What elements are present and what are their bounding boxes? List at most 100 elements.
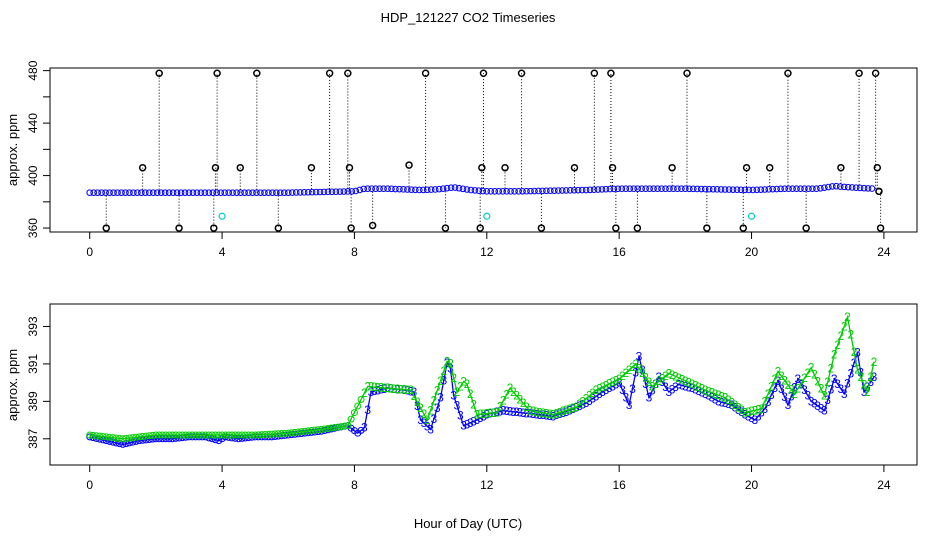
- series-point-2: [344, 422, 352, 430]
- series-label-2: 2: [424, 413, 431, 427]
- baseline-point: [825, 183, 832, 191]
- series-label-2: 2: [536, 405, 543, 419]
- baseline-point: [614, 185, 622, 193]
- baseline-point: [447, 184, 455, 192]
- series-label-2: 2: [444, 354, 451, 368]
- series-point-2: [258, 431, 266, 439]
- baseline-point: [654, 185, 661, 193]
- baseline-point: [161, 189, 169, 196]
- series-label-3: 3: [613, 378, 620, 392]
- baseline-point: [566, 187, 574, 194]
- series-label-3: 3: [368, 385, 375, 399]
- baseline-point: [153, 189, 161, 196]
- baseline-point: [828, 183, 836, 190]
- series-label-3: 3: [540, 408, 547, 422]
- baseline-point: [821, 184, 828, 191]
- baseline-point: [777, 185, 784, 193]
- series-label-3: 3: [665, 385, 672, 399]
- series-point-2: [317, 425, 325, 433]
- top-x-tick-label: 16: [612, 245, 626, 259]
- series-label-3: 3: [847, 366, 854, 380]
- series-label-3: 3: [656, 370, 663, 384]
- series-label-3: 3: [748, 411, 755, 425]
- series-point-2: [331, 424, 339, 432]
- series-label-2: 2: [556, 405, 563, 419]
- series-label-2: 2: [682, 374, 689, 388]
- baseline-point: [554, 187, 562, 194]
- series-point-2: [347, 415, 355, 423]
- series-label-2: 2: [530, 404, 537, 418]
- series-label-2: 2: [563, 403, 570, 417]
- baseline-point: [515, 188, 522, 195]
- series-label-3: 3: [695, 384, 702, 398]
- series-label-2: 2: [656, 374, 663, 388]
- baseline-point: [725, 186, 733, 193]
- series-label-2: 2: [523, 400, 530, 414]
- baseline-point: [686, 185, 693, 193]
- baseline-point: [269, 189, 276, 196]
- series-label-2: 2: [652, 377, 659, 391]
- series-label-3: 3: [583, 396, 590, 410]
- baseline-point: [145, 189, 153, 196]
- outlier-point: [873, 163, 882, 172]
- outlier-point: [784, 69, 792, 77]
- series-point-2: [195, 431, 203, 439]
- series-point-2: [321, 425, 329, 433]
- top-x-axis: 0 4 8 12 16 20 24: [86, 231, 891, 259]
- baseline-point: [757, 186, 765, 193]
- top-x-tick-label: 0: [86, 245, 93, 259]
- bottom-x-tick-label: 8: [351, 478, 358, 492]
- baseline-point: [348, 188, 356, 195]
- series-label-3: 3: [646, 391, 653, 405]
- baseline-point: [602, 185, 610, 193]
- outlier-point: [236, 163, 245, 172]
- series-label-2: 2: [715, 388, 722, 402]
- baseline-point: [840, 183, 848, 191]
- series-point-2: [149, 431, 157, 439]
- baseline-point: [618, 185, 626, 193]
- series-label-2: 2: [828, 361, 835, 375]
- baseline-point: [503, 188, 510, 195]
- top-cyan-markers: [218, 212, 756, 220]
- top-outlier-spikes: [105, 73, 882, 229]
- series-label-2: 2: [576, 397, 583, 411]
- baseline-point: [189, 189, 197, 196]
- series-label-3: 3: [755, 409, 762, 423]
- series-label-3: 3: [520, 406, 527, 420]
- series-point-2: [311, 426, 319, 434]
- baseline-point: [126, 189, 133, 196]
- series-point-2: [307, 427, 315, 435]
- baseline-point: [574, 186, 582, 194]
- series-label-2: 2: [546, 407, 553, 421]
- baseline-point: [801, 185, 808, 193]
- series-label-3: 3: [450, 389, 457, 403]
- series-label-3: 3: [725, 397, 732, 411]
- baseline-point: [773, 185, 780, 193]
- series-label-3: 3: [364, 403, 371, 417]
- series-point-2: [109, 434, 117, 442]
- baseline-point: [253, 189, 260, 196]
- series-label-3: 3: [606, 381, 613, 395]
- series-label-3: 3: [702, 387, 709, 401]
- series-point-2: [165, 431, 173, 439]
- baseline-point: [467, 186, 475, 194]
- baseline-point: [868, 185, 876, 192]
- baseline-point: [491, 188, 499, 195]
- series-label-2: 2: [851, 345, 858, 359]
- series-label-3: 3: [500, 404, 507, 418]
- baseline-point: [277, 189, 284, 196]
- series-label-2: 2: [364, 379, 371, 393]
- series-point-2: [254, 431, 262, 439]
- bottom-x-tick-label: 16: [612, 478, 626, 492]
- series-label-3: 3: [431, 412, 438, 426]
- baseline-point: [165, 189, 173, 196]
- series-label-3: 3: [609, 379, 616, 393]
- baseline-point: [320, 188, 328, 196]
- series-label-2: 2: [507, 381, 514, 395]
- baseline-point: [328, 188, 336, 196]
- baseline-point: [690, 185, 697, 193]
- baseline-point: [507, 188, 514, 195]
- baseline-point: [233, 189, 240, 196]
- baseline-point: [368, 185, 375, 193]
- baseline-point: [157, 189, 165, 196]
